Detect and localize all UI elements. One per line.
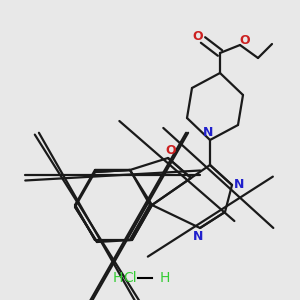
- Text: N: N: [203, 125, 213, 139]
- Text: H: H: [160, 271, 170, 285]
- Text: O: O: [240, 34, 250, 46]
- Text: H: H: [113, 271, 123, 285]
- Text: O: O: [166, 145, 176, 158]
- Text: N: N: [234, 178, 244, 191]
- Text: N: N: [193, 230, 203, 242]
- Text: Cl: Cl: [123, 271, 137, 285]
- Text: O: O: [193, 31, 203, 44]
